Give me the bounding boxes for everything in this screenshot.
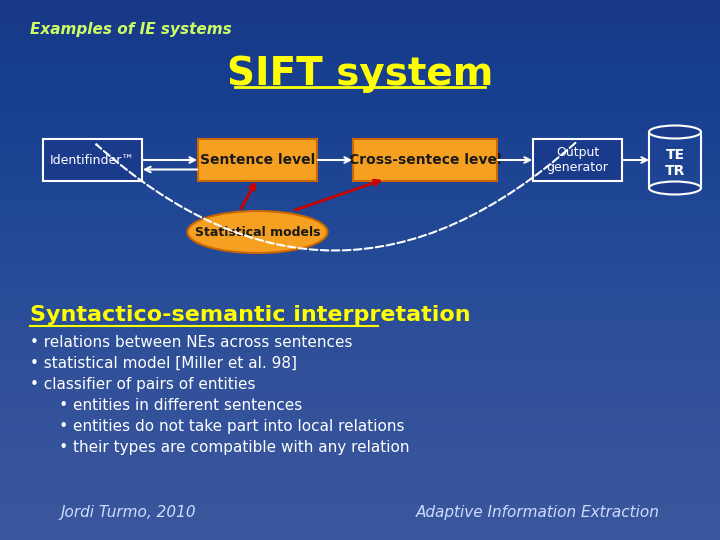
Ellipse shape [649, 125, 701, 138]
Text: • entities in different sentences: • entities in different sentences [30, 398, 302, 413]
FancyBboxPatch shape [353, 139, 497, 181]
Text: • entities do not take part into local relations: • entities do not take part into local r… [30, 419, 405, 434]
FancyBboxPatch shape [533, 139, 622, 181]
Text: • relations between NEs across sentences: • relations between NEs across sentences [30, 335, 353, 350]
Ellipse shape [649, 181, 701, 194]
Text: Output
generator: Output generator [546, 146, 608, 174]
Ellipse shape [187, 211, 328, 253]
Text: • their types are compatible with any relation: • their types are compatible with any re… [30, 440, 410, 455]
Text: Sentence level: Sentence level [200, 153, 315, 167]
Text: Jordi Turmo, 2010: Jordi Turmo, 2010 [60, 505, 196, 520]
Text: Syntactico-semantic interpretation: Syntactico-semantic interpretation [30, 305, 471, 325]
Text: Adaptive Information Extraction: Adaptive Information Extraction [416, 505, 660, 520]
Text: TE
TR: TE TR [665, 148, 685, 178]
FancyBboxPatch shape [198, 139, 317, 181]
Text: • classifier of pairs of entities: • classifier of pairs of entities [30, 377, 256, 392]
Text: Statistical models: Statistical models [194, 226, 320, 239]
Text: Examples of IE systems: Examples of IE systems [30, 22, 232, 37]
FancyBboxPatch shape [43, 139, 142, 181]
Text: Identifinder™: Identifinder™ [50, 153, 135, 166]
Text: • statistical model [Miller et al. 98]: • statistical model [Miller et al. 98] [30, 356, 297, 371]
Text: SIFT system: SIFT system [227, 55, 493, 93]
Text: Cross-sentece level: Cross-sentece level [348, 153, 501, 167]
FancyArrowPatch shape [96, 143, 575, 251]
